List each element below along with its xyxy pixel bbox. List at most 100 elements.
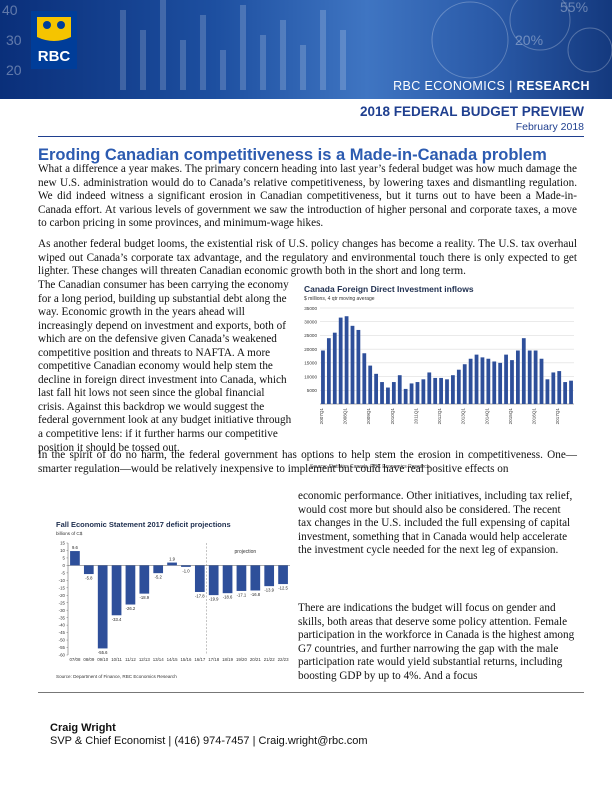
fdi-bar xyxy=(456,369,461,404)
data-label: -16.8 xyxy=(251,592,261,597)
x-tick-label: 18/19 xyxy=(222,657,234,662)
deficit-bar xyxy=(236,565,247,591)
paragraph-do-no-harm: In the spirit of do no harm, the federal… xyxy=(38,449,577,475)
y-tick-label: 10 xyxy=(60,548,65,553)
fdi-bar xyxy=(539,358,544,404)
y-tick-label: -5 xyxy=(61,570,65,575)
x-tick-label: 2010Q1 xyxy=(390,408,395,425)
y-tick-label: -30 xyxy=(59,608,66,613)
banner-graphic: 30 20 40 55% 20% xyxy=(2,0,612,90)
x-tick-label: 12/13 xyxy=(139,657,151,662)
chart-source: Source: Department of Finance, RBC Econo… xyxy=(56,674,177,679)
x-tick-label: 2008Q1 xyxy=(343,408,348,425)
y-tick-label: -40 xyxy=(59,623,66,628)
data-label: -13.9 xyxy=(264,588,274,593)
data-label: -1.0 xyxy=(182,568,190,573)
x-tick-label: 22/23 xyxy=(278,657,290,662)
deficit-bar xyxy=(111,565,122,616)
fdi-bar xyxy=(421,379,426,404)
fdi-bar xyxy=(380,382,384,404)
y-tick-label: 30000 xyxy=(304,320,317,325)
y-tick-label: 10000 xyxy=(304,374,317,379)
document-title: 2018 FEDERAL BUDGET PREVIEW xyxy=(359,104,584,119)
paragraph-intro: What a difference a year makes. The prim… xyxy=(38,163,577,230)
fdi-bar xyxy=(551,372,556,404)
x-tick-label: 15/16 xyxy=(180,657,192,662)
fdi-bar xyxy=(326,338,331,404)
y-tick-label: -55 xyxy=(59,645,66,650)
fdi-bar xyxy=(527,350,532,404)
banner-research: RESEARCH xyxy=(516,79,590,93)
y-tick-label: -20 xyxy=(59,593,66,598)
banner-separator: | xyxy=(505,79,517,93)
banner-title-text: RBC ECONOMICS xyxy=(393,79,506,93)
paragraph-tax-relief: economic performance. Other initiatives,… xyxy=(298,490,573,557)
fdi-bar xyxy=(362,353,367,404)
header-banner: 30 20 40 55% 20% RBC RBC ECONOMICS | RESEAR… xyxy=(0,0,612,99)
data-label: -5.8 xyxy=(85,576,93,581)
deficit-bar xyxy=(139,565,150,594)
fdi-bar xyxy=(480,357,485,404)
svg-text:40: 40 xyxy=(2,2,18,18)
title-divider xyxy=(38,136,584,137)
fdi-bar xyxy=(386,387,390,404)
deficit-bar xyxy=(222,565,233,594)
data-label: -55.6 xyxy=(98,650,108,655)
deficit-chart-plot: 15 10 5 0 -5 -10 -15 -20 -25 -30 -35 -40 -45 -50 -55 -6… xyxy=(59,541,290,662)
banner-title: RBC ECONOMICS | RESEARCH xyxy=(393,79,590,93)
fdi-bar xyxy=(397,375,402,404)
deficit-bar xyxy=(167,562,177,566)
x-tick-label: 2014Q1 xyxy=(484,408,489,425)
data-label: -26.2 xyxy=(126,606,136,611)
y-tick-label: -60 xyxy=(59,653,66,658)
data-label: 1.9 xyxy=(169,557,175,562)
svg-text:RBC: RBC xyxy=(38,48,71,65)
deficit-bar xyxy=(194,565,205,592)
deficit-bar xyxy=(153,565,164,574)
fdi-bar xyxy=(557,371,562,404)
x-tick-label: 2011Q1 xyxy=(413,408,418,424)
fdi-chart-plot: 5000 10000 15000 20000 25000 30000 35000 2007Q1… xyxy=(304,306,574,425)
fdi-bar xyxy=(321,350,325,404)
fdi-bar xyxy=(356,329,361,404)
fdi-bar xyxy=(569,380,573,404)
fdi-bar xyxy=(403,388,408,404)
fdi-bar xyxy=(415,382,420,404)
fdi-bar xyxy=(332,332,337,404)
footer-divider xyxy=(38,692,584,693)
x-tick-label: 20/21 xyxy=(250,657,262,662)
data-label: 9.6 xyxy=(72,545,78,550)
rbc-logo: RBC xyxy=(31,11,77,69)
y-tick-label: -35 xyxy=(59,615,66,620)
deficit-bar xyxy=(250,565,261,591)
fdi-bar xyxy=(427,372,432,404)
fdi-bar xyxy=(368,365,373,404)
y-tick-label: -50 xyxy=(59,638,66,643)
fdi-bar xyxy=(521,338,526,404)
deficit-bar xyxy=(278,565,288,585)
deficit-bar xyxy=(181,565,191,567)
x-tick-label: 19/20 xyxy=(236,657,248,662)
svg-text:20%: 20% xyxy=(515,32,543,48)
fdi-bar xyxy=(374,373,379,404)
chart-title: Fall Economic Statement 2017 deficit pro… xyxy=(56,520,231,529)
fdi-bar xyxy=(510,360,514,404)
chart-subtitle: $ millions, 4 qtr moving average xyxy=(304,296,375,302)
x-tick-label: 13/14 xyxy=(153,657,165,662)
data-label: -18.6 xyxy=(223,595,233,600)
data-label: -17.8 xyxy=(195,593,205,598)
x-tick-label: 21/22 xyxy=(264,657,276,662)
data-label: -5.2 xyxy=(155,575,163,580)
deficit-bar xyxy=(264,565,275,587)
fdi-bar xyxy=(445,379,449,404)
x-tick-label: 08/09 xyxy=(83,657,95,662)
y-tick-label: -15 xyxy=(59,585,66,590)
x-tick-label: 14/15 xyxy=(167,657,179,662)
projection-label: projection xyxy=(235,549,257,555)
x-tick-label: 2016Q1 xyxy=(532,408,537,425)
deficit-bar xyxy=(70,551,80,566)
fdi-bar xyxy=(533,350,538,404)
fdi-bar xyxy=(474,354,479,404)
fdi-bar xyxy=(468,358,473,404)
fdi-chart: Canada Foreign Direct Investment inflows… xyxy=(296,280,580,470)
